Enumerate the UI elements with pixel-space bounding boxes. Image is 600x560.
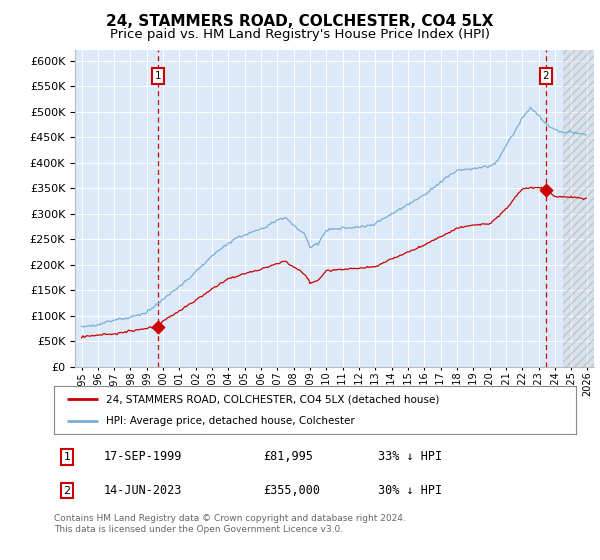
Text: HPI: Average price, detached house, Colchester: HPI: Average price, detached house, Colc… — [106, 416, 355, 426]
Text: 2: 2 — [542, 71, 549, 81]
Text: 1: 1 — [64, 452, 71, 462]
Text: This data is licensed under the Open Government Licence v3.0.: This data is licensed under the Open Gov… — [54, 525, 343, 534]
Point — [541, 186, 551, 195]
Text: Contains HM Land Registry data © Crown copyright and database right 2024.: Contains HM Land Registry data © Crown c… — [54, 514, 406, 523]
Text: 24, STAMMERS ROAD, COLCHESTER, CO4 5LX: 24, STAMMERS ROAD, COLCHESTER, CO4 5LX — [106, 14, 494, 29]
Text: 33% ↓ HPI: 33% ↓ HPI — [377, 450, 442, 464]
Bar — [563, 50, 596, 367]
Text: 24, STAMMERS ROAD, COLCHESTER, CO4 5LX (detached house): 24, STAMMERS ROAD, COLCHESTER, CO4 5LX (… — [106, 394, 440, 404]
Text: 2: 2 — [64, 486, 71, 496]
Bar — [563, 50, 596, 367]
Text: £81,995: £81,995 — [263, 450, 313, 464]
Text: 14-JUN-2023: 14-JUN-2023 — [104, 484, 182, 497]
Text: 17-SEP-1999: 17-SEP-1999 — [104, 450, 182, 464]
Text: Price paid vs. HM Land Registry's House Price Index (HPI): Price paid vs. HM Land Registry's House … — [110, 28, 490, 41]
Text: 30% ↓ HPI: 30% ↓ HPI — [377, 484, 442, 497]
Text: 1: 1 — [155, 71, 162, 81]
Text: £355,000: £355,000 — [263, 484, 320, 497]
Point — [154, 323, 163, 332]
